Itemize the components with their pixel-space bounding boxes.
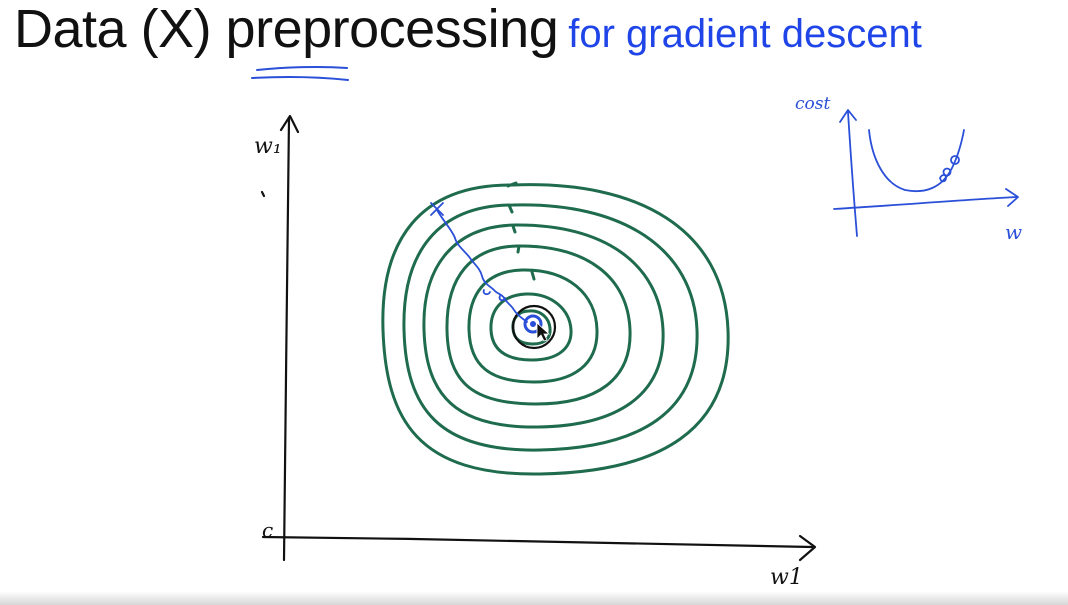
contour-5 <box>467 268 599 384</box>
contour-4 <box>445 244 632 406</box>
inset-cost-plot <box>833 109 1019 237</box>
contour-1 <box>381 183 730 476</box>
inset-y-axis-label: cost <box>795 94 831 114</box>
stray-mark <box>260 190 266 198</box>
x-axis <box>261 535 814 549</box>
descent-path <box>430 202 528 323</box>
y-axis-label: w₁ <box>254 134 282 159</box>
inset-y-axis <box>847 111 858 237</box>
origin-label: c <box>262 518 274 542</box>
contour-lines <box>381 181 730 476</box>
descent-trajectory <box>436 209 528 323</box>
y-axis <box>282 116 291 562</box>
inset-y-arrowhead <box>839 109 857 123</box>
inset-cost-curve <box>868 129 965 192</box>
mouse-cursor-icon <box>536 322 551 342</box>
slide-title: Data (X) preprocessing for gradient desce… <box>14 2 922 56</box>
inset-x-axis-label: w <box>1005 220 1023 244</box>
title-subtitle: for gradient descent <box>568 12 922 56</box>
title-main: Data (X) preprocessing <box>14 0 559 59</box>
contour-2 <box>402 203 699 452</box>
center-marker <box>511 304 557 350</box>
main-axes <box>260 114 817 562</box>
contour-3 <box>422 223 665 429</box>
title-underline <box>251 65 349 81</box>
bottom-shadow <box>0 591 1068 605</box>
x-axis-arrowhead <box>798 534 817 562</box>
x-axis-label: w1 <box>770 565 803 590</box>
inset-x-arrowhead <box>1005 188 1019 207</box>
y-axis-arrowhead <box>279 114 300 134</box>
inset-x-axis <box>833 196 1017 210</box>
contour-6 <box>489 292 573 362</box>
start-x-mark <box>430 202 444 216</box>
